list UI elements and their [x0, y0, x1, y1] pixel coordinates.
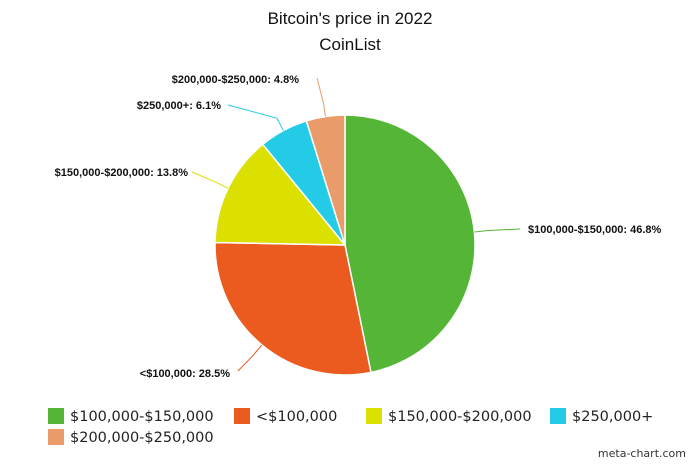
watermark: meta-chart.com — [597, 447, 686, 460]
legend-label-3: $250,000+ — [572, 409, 654, 425]
pie-slice-1 — [214, 241, 372, 376]
pie-slice-2 — [214, 143, 347, 246]
pie-chart: $100,000-$150,000: 46.8% <$100,000: 28.5%… — [55, 74, 662, 380]
slice-label-1: <$100,000: 28.5% — [140, 368, 230, 380]
leader-line-3 — [227, 104, 284, 131]
legend-swatch-4 — [48, 429, 64, 445]
legend-item-0: $100,000-$150,000 — [48, 408, 214, 425]
legend-item-1: <$100,000 — [234, 408, 337, 425]
pie-slice-0 — [344, 114, 476, 374]
legend-label-1: <$100,000 — [256, 409, 338, 425]
leader-line-2 — [191, 171, 229, 189]
pie-slice-4 — [305, 114, 346, 246]
legend-label-4: $200,000-$250,000 — [70, 430, 214, 446]
slice-label-4: $200,000-$250,000: 4.8% — [172, 74, 299, 86]
legend-label-2: $150,000-$200,000 — [388, 409, 532, 425]
legend-swatch-0 — [48, 408, 64, 424]
chart-title: Bitcoin's price in 2022 — [267, 9, 433, 28]
leader-line-4 — [316, 77, 326, 117]
chart-subtitle: CoinList — [319, 35, 381, 54]
legend-item-4: $200,000-$250,000 — [48, 429, 214, 446]
legend-item-2: $150,000-$200,000 — [366, 408, 532, 425]
slice-label-0: $100,000-$150,000: 46.8% — [528, 224, 662, 236]
legend-swatch-1 — [234, 408, 250, 424]
legend-label-0: $100,000-$150,000 — [70, 409, 214, 425]
leader-line-1 — [237, 344, 263, 372]
slice-label-3: $250,000+: 6.1% — [137, 100, 221, 112]
leader-line-0 — [474, 228, 521, 233]
slice-label-2: $150,000-$200,000: 13.8% — [55, 167, 189, 179]
legend-swatch-3 — [550, 408, 566, 424]
legend-item-3: $250,000+ — [550, 408, 653, 425]
legend-swatch-2 — [366, 408, 382, 424]
